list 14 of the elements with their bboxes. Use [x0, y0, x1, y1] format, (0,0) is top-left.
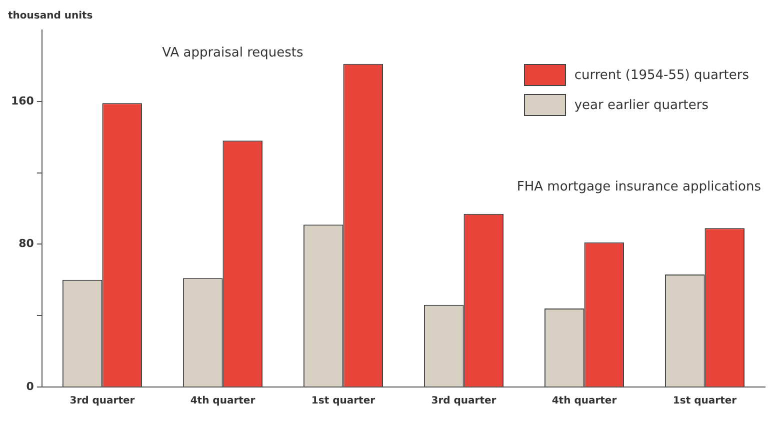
legend-label: current (1954-55) quarters	[574, 68, 749, 82]
x-tick-label: 3rd quarter	[431, 396, 496, 407]
y-axis-title: thousand units	[8, 10, 93, 22]
x-tick-label: 3rd quarter	[70, 396, 135, 407]
x-tick-label: 4th quarter	[190, 396, 256, 407]
x-tick-label: 1st quarter	[672, 396, 737, 407]
x-tick-label: 1st quarter	[311, 396, 376, 407]
y-tick-label: 160	[10, 94, 34, 108]
y-tick-label: 0	[26, 380, 34, 393]
legend-label: year earlier quarters	[574, 98, 709, 112]
annotation: VA appraisal requests	[162, 45, 304, 60]
annotation: FHA mortgage insurance applications	[516, 179, 762, 194]
x-tick-label: 4th quarter	[552, 396, 617, 407]
y-tick-label: 80	[18, 237, 34, 250]
